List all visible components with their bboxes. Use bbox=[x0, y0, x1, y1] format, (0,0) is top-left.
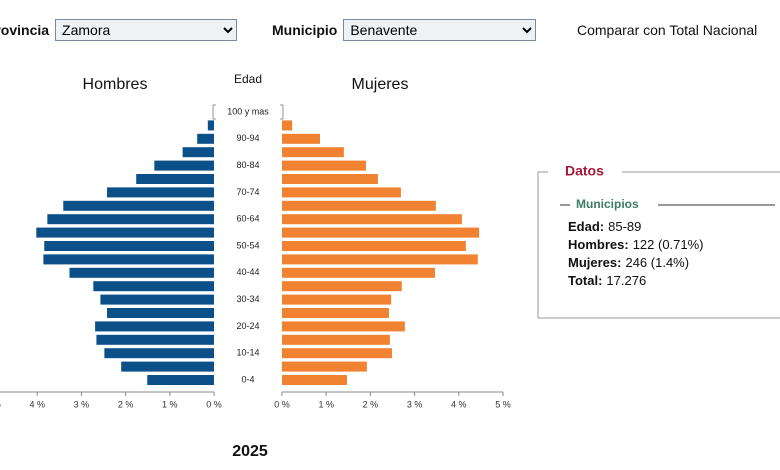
bar-women bbox=[282, 133, 321, 144]
bar-men bbox=[207, 120, 214, 131]
panel-row: Total: 17.276 bbox=[568, 273, 646, 288]
panel-title: Datos bbox=[565, 163, 604, 179]
bar-men bbox=[36, 227, 214, 238]
bar-women bbox=[282, 308, 389, 318]
bar-men bbox=[104, 348, 214, 359]
bar-women bbox=[282, 160, 366, 171]
bar-men bbox=[154, 160, 214, 171]
x-tick-label: 2 % bbox=[363, 399, 379, 409]
bar-men bbox=[43, 254, 214, 265]
bar-women bbox=[282, 214, 462, 225]
bar-men bbox=[93, 281, 214, 292]
bar-women bbox=[282, 241, 466, 251]
x-tick-label: 1 % bbox=[162, 399, 178, 409]
x-tick-label: 1 % bbox=[318, 399, 334, 409]
age-label: 40-44 bbox=[236, 267, 259, 277]
x-tick-label: 5 % bbox=[495, 399, 511, 409]
bar-women bbox=[282, 174, 378, 184]
municipality-label: Municipio bbox=[272, 22, 338, 38]
bar-men bbox=[147, 375, 214, 385]
x-tick-label: 3 % bbox=[407, 399, 423, 409]
bar-men bbox=[44, 241, 214, 251]
bar-men bbox=[197, 133, 214, 144]
bar-women bbox=[282, 375, 347, 385]
age-label: 30-34 bbox=[236, 294, 259, 304]
section-title: Municipios bbox=[576, 197, 639, 211]
men-title: Hombres bbox=[83, 76, 148, 93]
row-label: Total: bbox=[568, 273, 602, 288]
bar-men bbox=[47, 214, 215, 225]
age-label: 100 y mas bbox=[227, 106, 269, 116]
compare-link[interactable]: Comparar con Total Nacional bbox=[577, 22, 758, 38]
bar-women bbox=[282, 334, 390, 345]
bar-men bbox=[100, 294, 214, 305]
age-label: 70-74 bbox=[236, 187, 259, 197]
women-title: Mujeres bbox=[352, 76, 409, 93]
x-tick-label: 4 % bbox=[29, 399, 45, 409]
panel-border bbox=[537, 171, 780, 319]
row-value: 122 (0.71%) bbox=[633, 237, 704, 252]
panel-row: Hombres: 122 (0.71%) bbox=[568, 237, 704, 252]
bar-women bbox=[282, 294, 392, 305]
row-value: 85-89 bbox=[608, 219, 641, 234]
x-tick-label: 0 % bbox=[274, 399, 290, 409]
bar-men bbox=[136, 174, 214, 184]
x-tick-label: 5 % bbox=[0, 399, 1, 409]
bar-men bbox=[95, 321, 214, 332]
municipality-select[interactable]: Benavente bbox=[343, 19, 537, 41]
bar-men bbox=[107, 308, 214, 318]
bar-men bbox=[121, 361, 214, 372]
bar-women bbox=[282, 120, 293, 131]
age-title: Edad bbox=[234, 72, 262, 86]
bar-men bbox=[69, 267, 214, 278]
municipality-row: Municipio Benavente bbox=[272, 19, 537, 41]
x-tick-label: 0 % bbox=[206, 399, 222, 409]
age-bracket bbox=[212, 104, 284, 120]
province-row: Provincia Zamora bbox=[0, 19, 238, 41]
age-label: 50-54 bbox=[236, 240, 259, 250]
bar-women bbox=[282, 227, 480, 238]
panel-row: Mujeres: 246 (1.4%) bbox=[568, 255, 689, 270]
bar-women bbox=[282, 254, 478, 265]
bar-women bbox=[282, 267, 435, 278]
bar-women bbox=[282, 200, 436, 211]
age-label: 80-84 bbox=[236, 160, 259, 170]
bar-men bbox=[96, 334, 214, 345]
province-label: Provincia bbox=[0, 22, 50, 38]
bar-men bbox=[107, 187, 214, 198]
x-tick-label: 2 % bbox=[118, 399, 134, 409]
x-tick-label: 4 % bbox=[451, 399, 467, 409]
bar-men bbox=[63, 200, 214, 211]
bar-women bbox=[282, 187, 401, 198]
bar-women bbox=[282, 321, 405, 332]
panel-rows: Edad: 85-89 Hombres: 122 (0.71%) Mujeres: 246… bbox=[568, 219, 704, 288]
age-label: 90-94 bbox=[236, 133, 259, 143]
bar-women bbox=[282, 361, 367, 372]
year: 2025 bbox=[232, 443, 268, 460]
age-label: 10-14 bbox=[236, 348, 259, 358]
row-value: 246 (1.4%) bbox=[625, 255, 689, 270]
age-label: 60-64 bbox=[236, 214, 259, 224]
row-label: Edad: bbox=[568, 219, 604, 234]
row-label: Hombres: bbox=[568, 237, 629, 252]
panel-row: Edad: 85-89 bbox=[568, 219, 641, 234]
bar-women bbox=[282, 348, 393, 359]
province-select[interactable]: Zamora bbox=[55, 19, 238, 41]
bar-women bbox=[282, 281, 402, 292]
row-label: Mujeres: bbox=[568, 255, 621, 270]
age-label: 0-4 bbox=[241, 374, 254, 384]
row-value: 17.276 bbox=[606, 273, 646, 288]
age-label: 20-24 bbox=[236, 321, 259, 331]
bar-women bbox=[282, 147, 344, 158]
bar-men bbox=[182, 147, 214, 158]
x-tick-label: 3 % bbox=[74, 399, 90, 409]
